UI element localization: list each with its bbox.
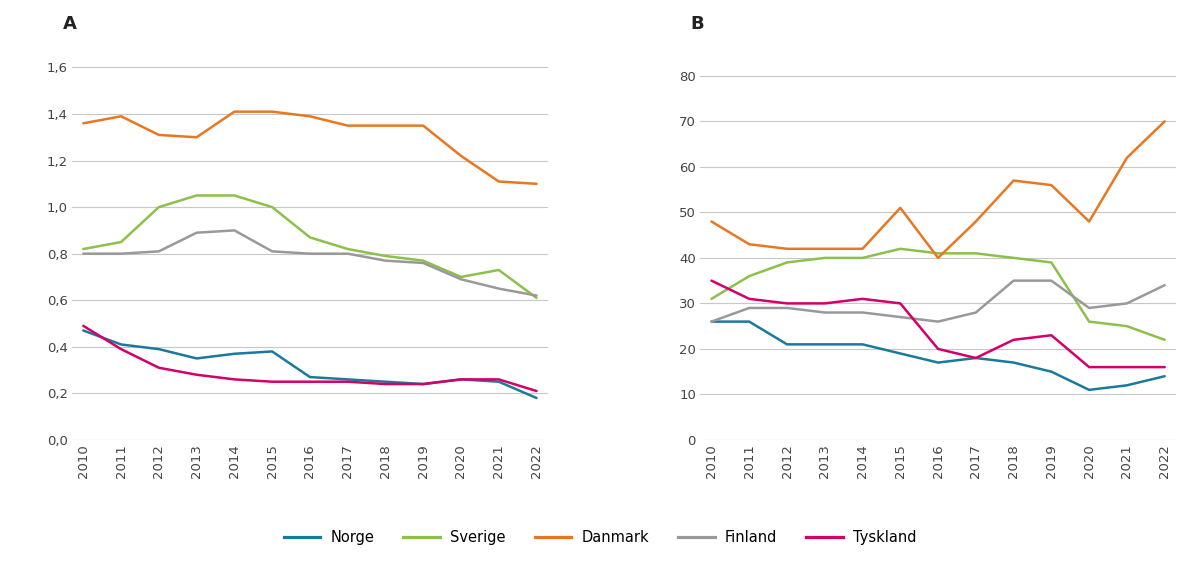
Text: B: B [691, 15, 704, 33]
Text: A: A [62, 15, 77, 33]
Legend: Norge, Sverige, Danmark, Finland, Tyskland: Norge, Sverige, Danmark, Finland, Tyskla… [277, 525, 923, 551]
